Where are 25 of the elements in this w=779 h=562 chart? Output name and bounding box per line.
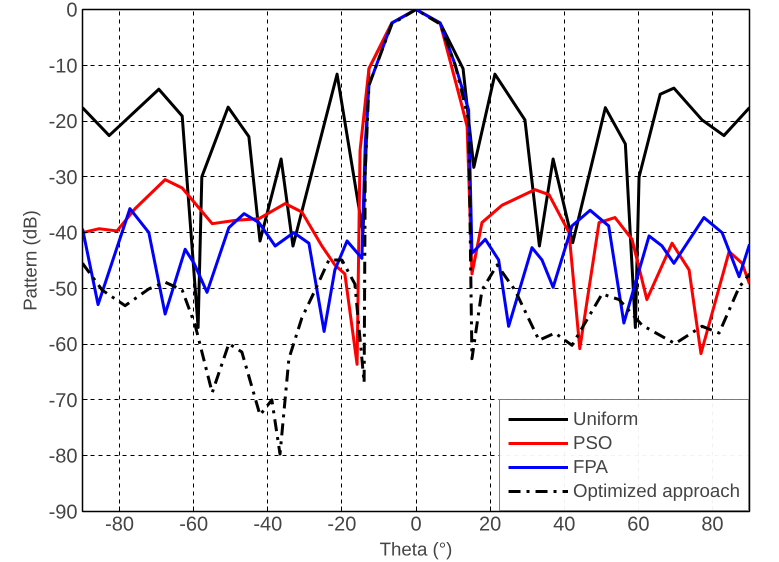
y-tick-label: -80: [48, 446, 78, 468]
x-tick-label: -80: [105, 514, 134, 536]
x-tick-label: 40: [553, 514, 576, 536]
legend-label: PSO: [573, 432, 612, 454]
x-tick-label: 80: [701, 514, 724, 536]
x-tick-label: 0: [410, 514, 422, 536]
legend-label: Optimized approach: [573, 480, 740, 502]
y-tick-label: -10: [48, 55, 78, 78]
x-tick-label: 20: [478, 514, 502, 536]
x-tick-label: -40: [253, 514, 282, 536]
y-tick-label: -50: [48, 278, 78, 300]
y-tick-label: -40: [48, 222, 78, 245]
x-axis-title: Theta (°): [380, 538, 452, 560]
x-tick-label: -60: [179, 514, 208, 536]
y-tick-label: -60: [48, 334, 78, 356]
legend-label: Uniform: [573, 408, 638, 430]
legend-label: FPA: [573, 456, 608, 478]
y-axis-title: Pattern (dB): [20, 210, 41, 311]
y-tick-label: -70: [48, 390, 78, 412]
x-tick-label: -20: [327, 514, 356, 536]
y-tick-label: -90: [48, 502, 78, 524]
x-tick-label: 60: [627, 514, 650, 536]
y-tick-label: -30: [48, 166, 78, 189]
y-tick-label: -20: [48, 111, 78, 134]
y-tick-label: 0: [66, 0, 78, 22]
